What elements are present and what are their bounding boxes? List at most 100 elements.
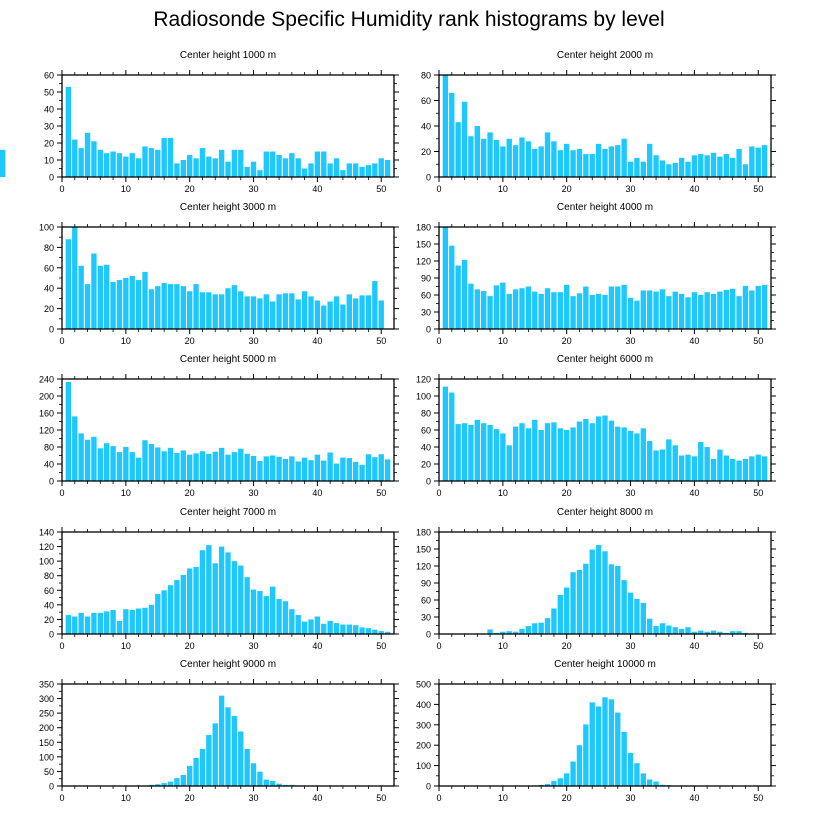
- x-tick-label: 0: [59, 793, 64, 803]
- bar: [621, 427, 627, 481]
- bar: [468, 136, 474, 177]
- bar: [627, 430, 634, 481]
- bar: [666, 439, 672, 481]
- chart-panel-4: Center height 4000 m 0 30 60 90 120 150 180 0 10 2…: [416, 202, 776, 346]
- bar: [142, 440, 148, 481]
- bar: [455, 122, 461, 177]
- bar: [276, 456, 282, 481]
- bar: [570, 572, 576, 634]
- bar: [704, 292, 710, 329]
- bar: [551, 608, 557, 634]
- x-tick-label: 0: [436, 184, 441, 194]
- bar: [314, 151, 321, 177]
- bar: [110, 282, 116, 329]
- y-tick-label: 100: [39, 557, 54, 567]
- bar: [97, 149, 103, 177]
- bar: [378, 631, 384, 634]
- bar: [557, 292, 563, 329]
- bar: [97, 448, 103, 481]
- bar: [487, 424, 493, 481]
- bar: [615, 426, 621, 481]
- y-tick-label: 40: [44, 460, 54, 470]
- y-tick-label: 200: [39, 723, 54, 733]
- bar: [384, 160, 391, 177]
- bar: [72, 616, 78, 634]
- bar: [627, 161, 634, 177]
- bar: [333, 296, 340, 329]
- x-tick-label: 50: [753, 641, 763, 651]
- bar: [647, 618, 653, 634]
- bar: [627, 297, 634, 329]
- bar: [755, 454, 761, 481]
- chart-title: Center height 8000 m: [557, 507, 653, 518]
- bar: [723, 455, 729, 481]
- bar: [359, 295, 365, 329]
- bar: [91, 253, 97, 329]
- y-tick-label: 90: [421, 579, 431, 589]
- y-tick-label: 30: [421, 613, 431, 623]
- bar: [161, 783, 167, 786]
- bar: [512, 145, 519, 177]
- bar: [180, 450, 186, 481]
- bar: [710, 630, 717, 634]
- bar: [257, 461, 263, 481]
- y-tick-label: 20: [44, 615, 54, 625]
- bar: [698, 295, 704, 329]
- bar: [500, 282, 506, 329]
- bar: [602, 551, 608, 634]
- x-tick-label: 10: [498, 641, 508, 651]
- chart-title: Center height 5000 m: [180, 354, 276, 365]
- bar: [666, 296, 672, 329]
- bar: [301, 621, 308, 634]
- x-tick-label: 20: [562, 488, 572, 498]
- bar: [551, 141, 557, 177]
- bar: [301, 457, 308, 481]
- bar: [193, 758, 199, 786]
- y-tick-label: 0: [426, 477, 431, 487]
- bar: [532, 623, 538, 634]
- bar: [212, 158, 218, 177]
- bar: [500, 631, 506, 634]
- bar: [557, 150, 563, 177]
- bar: [244, 577, 250, 634]
- bar: [621, 580, 627, 634]
- bar: [659, 623, 666, 634]
- bar: [608, 699, 615, 786]
- bar: [583, 154, 589, 177]
- bar: [365, 295, 372, 329]
- y-tick-label: 140: [39, 528, 54, 538]
- bar: [653, 155, 659, 177]
- y-tick-label: 40: [44, 105, 54, 115]
- bar: [72, 139, 78, 177]
- bar: [717, 156, 723, 177]
- y-tick-label: 300: [39, 694, 54, 704]
- bar: [110, 609, 116, 634]
- y-tick-label: 0: [49, 325, 54, 335]
- x-tick-label: 30: [626, 641, 636, 651]
- x-tick-label: 30: [626, 488, 636, 498]
- bar: [308, 163, 314, 177]
- bar: [301, 168, 308, 177]
- y-tick-label: 60: [421, 291, 431, 301]
- bar: [212, 294, 218, 329]
- bar: [384, 459, 391, 481]
- bar: [481, 291, 487, 329]
- bar: [231, 561, 238, 634]
- y-tick-label: 80: [44, 571, 54, 581]
- x-tick-label: 50: [376, 641, 386, 651]
- bar: [225, 552, 231, 634]
- x-tick-label: 30: [249, 488, 259, 498]
- bar: [653, 626, 659, 634]
- bar: [691, 155, 698, 177]
- bar: [659, 289, 666, 329]
- bar: [123, 156, 129, 177]
- y-tick-label: 80: [44, 243, 54, 253]
- bar: [65, 239, 72, 329]
- bar: [525, 141, 532, 177]
- bar: [135, 158, 142, 177]
- y-tick-label: 80: [421, 409, 431, 419]
- bar: [289, 609, 295, 634]
- bar: [691, 292, 698, 329]
- bar: [250, 763, 257, 786]
